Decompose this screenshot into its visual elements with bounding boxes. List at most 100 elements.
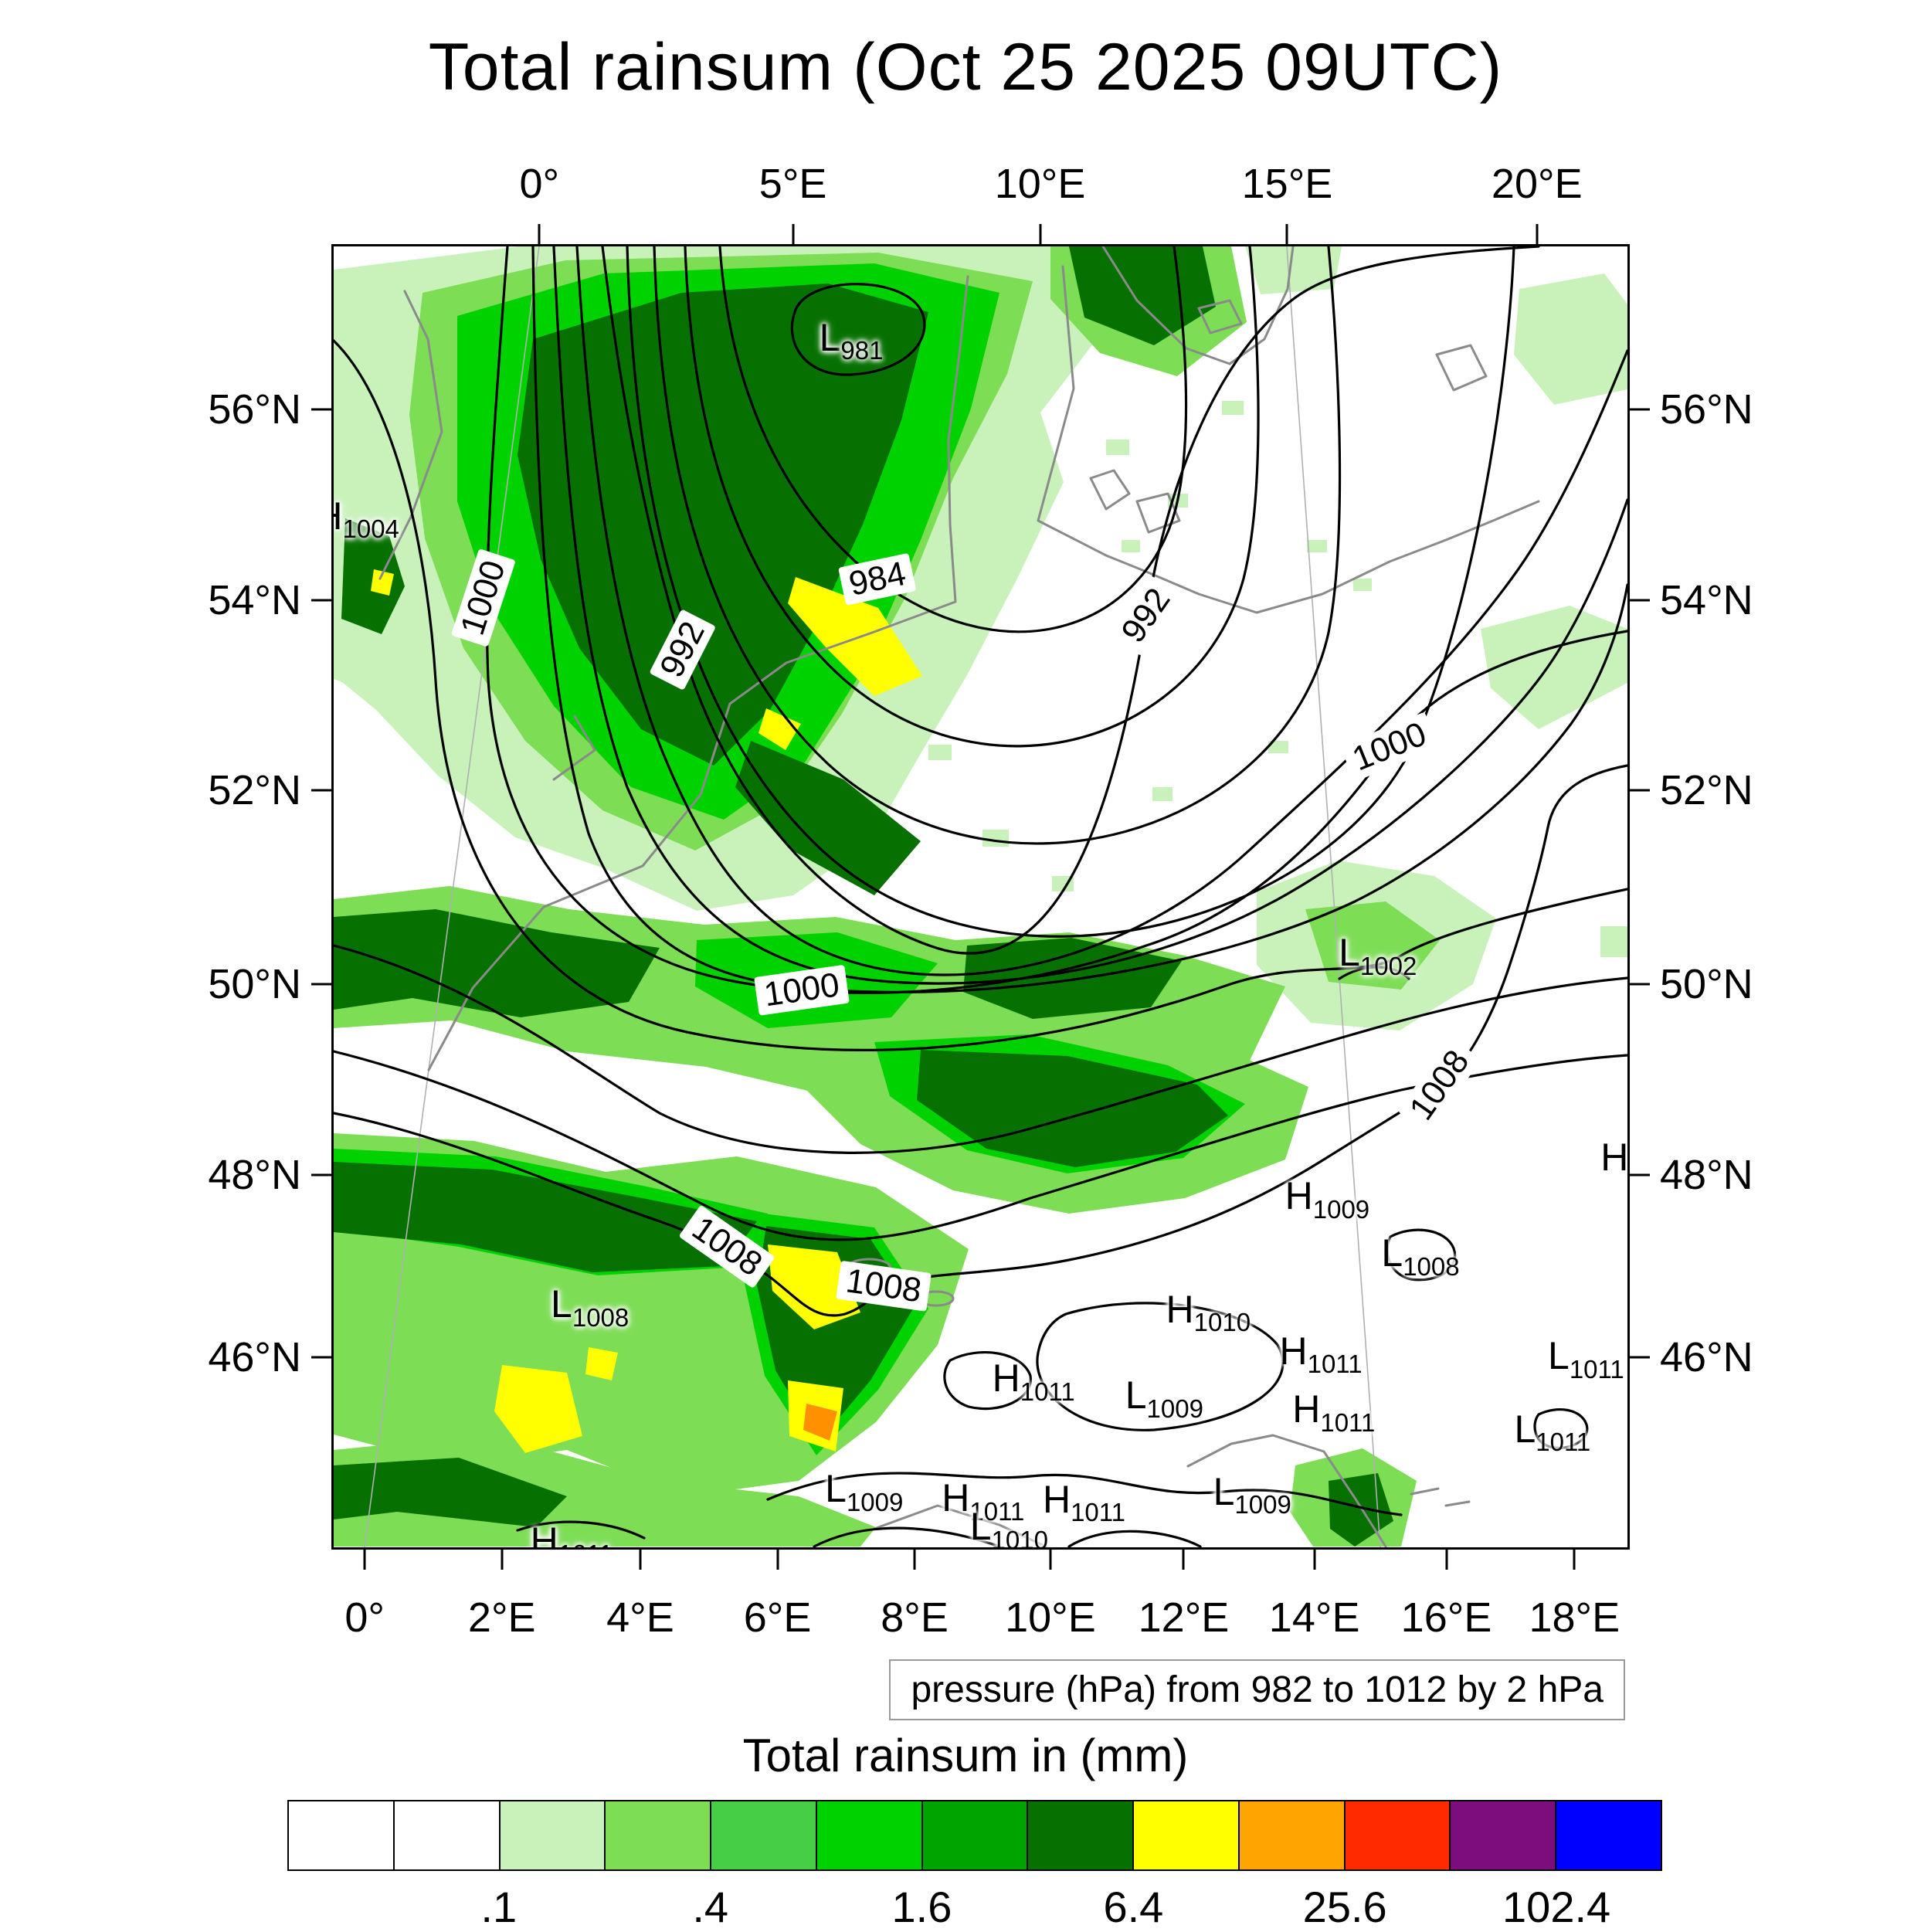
isobar-label: 984 xyxy=(837,552,917,606)
axis-tick-bottom xyxy=(1445,1550,1447,1570)
pressure-letter: L xyxy=(1213,1469,1235,1513)
map-frame: 100099298499210001000100810081008L981H10… xyxy=(208,161,1753,1641)
graticule xyxy=(364,246,1381,1547)
pressure-letter: H xyxy=(992,1356,1020,1401)
pressure-center-h: H xyxy=(1600,1135,1627,1180)
pressure-center-h: H1011 xyxy=(1292,1387,1375,1437)
axis-tick-bottom xyxy=(776,1550,779,1570)
pressure-letter: H xyxy=(1285,1174,1313,1218)
colorbar-cell xyxy=(711,1801,817,1869)
axis-label-bottom: 14°E xyxy=(1268,1594,1360,1641)
axis-tick-top xyxy=(1536,224,1539,244)
pressure-letter: H xyxy=(942,1476,970,1519)
colorbar-tick-label: .1 xyxy=(480,1883,518,1931)
pressure-letter: L xyxy=(1381,1231,1403,1275)
axis-tick-bottom xyxy=(1182,1550,1185,1570)
axis-tick-right xyxy=(1630,408,1650,410)
axis-label-top: 10°E xyxy=(994,161,1086,207)
axis-label-left: 46°N xyxy=(208,1334,301,1381)
pressure-center-l: L1002 xyxy=(1339,930,1417,980)
isobar-label: 992 xyxy=(1109,575,1183,657)
axis-tick-top xyxy=(538,224,541,244)
pressure-letter: L xyxy=(551,1282,572,1326)
axis-tick-left xyxy=(311,599,331,602)
colorbar-cell xyxy=(394,1801,501,1869)
pressure-value: 981 xyxy=(840,336,884,365)
map-overlay: 100099298499210001000100810081008L981H10… xyxy=(334,246,1627,1547)
pressure-letter: L xyxy=(1548,1334,1570,1378)
colorbar-cell xyxy=(1345,1801,1451,1869)
pressure-value: 1011 xyxy=(1307,1350,1363,1379)
pressure-value: 1011 xyxy=(1536,1428,1591,1457)
axis-label-right: 56°N xyxy=(1660,385,1753,433)
axis-label-left: 54°N xyxy=(208,577,301,624)
colorbar-cell xyxy=(1028,1801,1135,1869)
axis-tick-right xyxy=(1630,789,1650,792)
colorbar-tick-label: 1.6 xyxy=(891,1883,952,1931)
axis-tick-right xyxy=(1630,599,1650,602)
axis-label-left: 48°N xyxy=(208,1152,301,1199)
colorbar-tick-label: 6.4 xyxy=(1103,1883,1164,1931)
pressure-letter: H xyxy=(334,494,342,538)
isobar-label: 1008 xyxy=(678,1204,775,1289)
axis-label-bottom: 10°E xyxy=(1005,1594,1096,1641)
isobar-label: 1000 xyxy=(451,548,517,647)
pressure-value: 1010 xyxy=(1193,1308,1251,1337)
axis-tick-left xyxy=(311,1356,331,1359)
legend-title: Total rainsum in (mm) xyxy=(742,1730,1189,1781)
axis-label-bottom: 18°E xyxy=(1529,1594,1620,1641)
pressure-value: 1011 xyxy=(969,1496,1025,1526)
axis-tick-right xyxy=(1630,1356,1650,1359)
pressure-center-h: H1011 xyxy=(1043,1477,1125,1527)
pressure-value: 1011 xyxy=(1020,1377,1075,1406)
pressure-center-h: H1010 xyxy=(1166,1287,1251,1337)
axis-tick-left xyxy=(311,1173,331,1177)
axis-tick-top xyxy=(1285,224,1288,244)
axis-tick-left xyxy=(311,408,331,410)
pressure-center-l: L1011 xyxy=(1548,1333,1624,1384)
axis-tick-right xyxy=(1630,983,1650,986)
pressure-value: 1010 xyxy=(991,1525,1048,1547)
pressure-center-l: L1011 xyxy=(1514,1407,1590,1457)
pressure-center-h: H1011 xyxy=(992,1356,1075,1406)
pressure-value: 1011 xyxy=(1071,1498,1126,1527)
isobar-label: 1008 xyxy=(1397,1037,1482,1134)
axis-tick-bottom xyxy=(1573,1550,1576,1570)
pressure-letter: L xyxy=(819,315,841,359)
axis-label-bottom: 16°E xyxy=(1400,1594,1492,1641)
pressure-center-h: H1011 xyxy=(1279,1329,1362,1379)
pressure-center-h: H1009 xyxy=(1285,1173,1370,1224)
colorbar xyxy=(287,1800,1662,1871)
pressure-value: 1009 xyxy=(1234,1490,1291,1519)
axis-label-top: 5°E xyxy=(758,161,827,207)
axis-label-left: 52°N xyxy=(208,766,301,813)
pressure-letter: H xyxy=(1279,1329,1308,1373)
pressure-value: 1004 xyxy=(342,514,399,544)
axis-label-top: 15°E xyxy=(1241,161,1333,207)
pressure-center-l: L981 xyxy=(819,315,884,365)
pressure-value: 1008 xyxy=(1403,1251,1460,1281)
axis-label-left: 50°N xyxy=(208,960,301,1007)
axis-label-bottom: 6°E xyxy=(743,1594,812,1641)
isobar-label: 992 xyxy=(649,608,717,691)
pressure-value: 1011 xyxy=(558,1540,613,1547)
axis-tick-bottom xyxy=(639,1550,642,1570)
axis-label-top: 0° xyxy=(519,161,560,207)
axis-tick-left xyxy=(311,983,331,986)
pressure-value: 1009 xyxy=(1146,1394,1203,1423)
axis-tick-bottom xyxy=(1313,1550,1316,1570)
axis-label-right: 50°N xyxy=(1660,960,1753,1007)
colorbar-cell xyxy=(1451,1801,1557,1869)
axis-tick-bottom xyxy=(1049,1550,1052,1570)
pressure-caption: pressure (hPa) from 982 to 1012 by 2 hPa xyxy=(889,1659,1625,1720)
pressure-center-h: H1004 xyxy=(334,494,399,544)
axis-label-top: 20°E xyxy=(1491,161,1583,207)
colorbar-tick-label: 25.6 xyxy=(1302,1883,1387,1931)
pressure-center-h: H1011 xyxy=(531,1519,613,1547)
pressure-center-h: H1011 xyxy=(942,1475,1024,1526)
axis-tick-right xyxy=(1630,1173,1650,1177)
axis-tick-bottom xyxy=(363,1550,366,1570)
axis-label-right: 48°N xyxy=(1660,1152,1753,1199)
axis-label-left: 56°N xyxy=(208,385,301,433)
